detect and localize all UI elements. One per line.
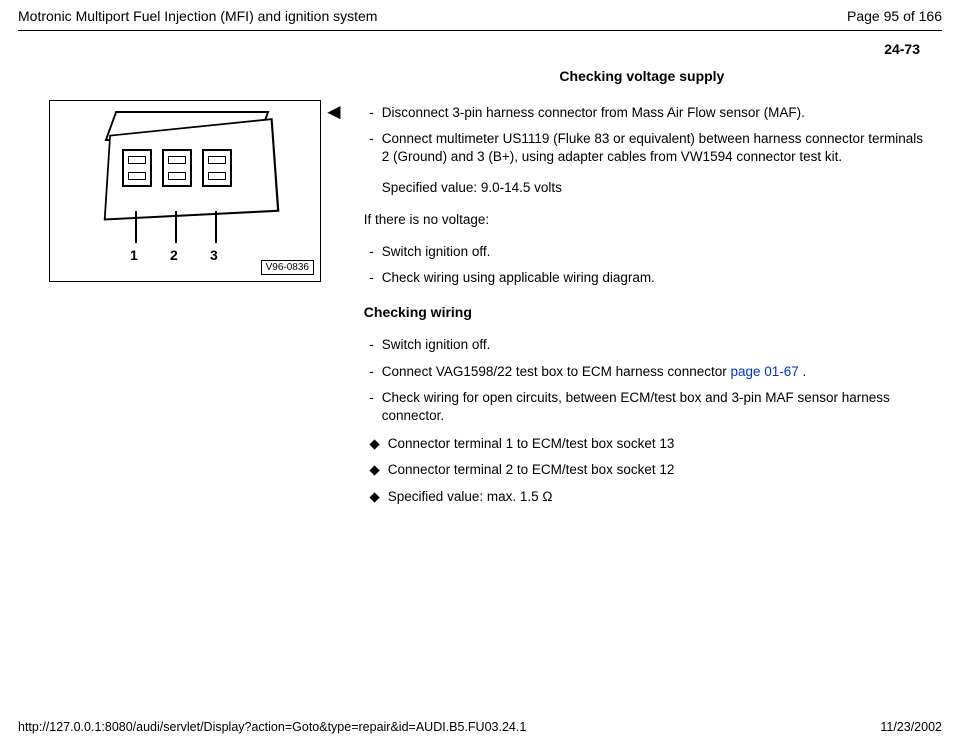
page-link[interactable]: page 01-67 — [730, 364, 798, 379]
dash-bullet: - — [354, 359, 378, 385]
step-text: Check wiring using applicable wiring dia… — [378, 265, 930, 291]
voltage-steps: - Disconnect 3-pin harness connector fro… — [354, 100, 930, 201]
step-text: Disconnect 3-pin harness connector from … — [378, 100, 930, 126]
pin-lead-1 — [135, 211, 137, 243]
page-footer: http://127.0.0.1:8080/audi/servlet/Displ… — [18, 720, 942, 734]
pin-label-1: 1 — [130, 247, 138, 263]
step-text: Switch ignition off. — [378, 332, 930, 358]
no-voltage-label: If there is no voltage: — [364, 211, 930, 229]
no-voltage-steps: - Switch ignition off. - Check wiring us… — [354, 239, 930, 291]
footer-date: 11/23/2002 — [880, 720, 942, 734]
connector-pin-2 — [162, 149, 192, 187]
diamond-bullet-icon: ◆ — [369, 462, 379, 477]
step-prefix: Connect VAG1598/22 test box to ECM harne… — [382, 364, 731, 379]
page-code: 24-73 — [0, 31, 960, 61]
right-column: Checking voltage supply - Disconnect 3-p… — [346, 67, 930, 510]
dash-bullet: - — [354, 265, 378, 291]
bullet-text: Connector terminal 2 to ECM/test box soc… — [384, 457, 930, 483]
dash-bullet: - — [354, 126, 378, 170]
dash-bullet: - — [354, 239, 378, 265]
left-column: 1 2 3 V96-0836 ◄ — [30, 67, 346, 510]
dash-bullet: - — [354, 100, 378, 126]
doc-title: Motronic Multiport Fuel Injection (MFI) … — [18, 8, 377, 24]
pin-label-3: 3 — [210, 247, 218, 263]
dash-bullet: - — [354, 332, 378, 358]
page-number: Page 95 of 166 — [847, 8, 942, 24]
step-text: Check wiring for open circuits, between … — [378, 385, 930, 429]
connector-pin-1 — [122, 149, 152, 187]
diamond-bullet-icon: ◆ — [369, 489, 379, 504]
step-text: Connect multimeter US1119 (Fluke 83 or e… — [378, 126, 930, 170]
footer-url: http://127.0.0.1:8080/audi/servlet/Displ… — [18, 720, 526, 734]
diagram-part-number: V96-0836 — [261, 260, 314, 275]
wiring-steps: - Switch ignition off. - Connect VAG1598… — [354, 332, 930, 429]
connector-pin-3 — [202, 149, 232, 187]
step-suffix: . — [799, 364, 807, 379]
bullet-text: Specified value: max. 1.5 Ω — [384, 484, 930, 510]
pin-label-2: 2 — [170, 247, 178, 263]
section-title-wiring: Checking wiring — [364, 303, 930, 322]
bullet-text: Connector terminal 1 to ECM/test box soc… — [384, 431, 930, 457]
section-title-voltage: Checking voltage supply — [354, 67, 930, 86]
step-with-link: Connect VAG1598/22 test box to ECM harne… — [378, 359, 930, 385]
content-area: 1 2 3 V96-0836 ◄ Checking voltage supply… — [0, 61, 960, 510]
page-header: Motronic Multiport Fuel Injection (MFI) … — [0, 0, 960, 30]
pin-lead-3 — [215, 211, 217, 243]
step-text: Switch ignition off. — [378, 239, 930, 265]
dash-bullet: - — [354, 385, 378, 429]
pointer-arrow-icon: ◄ — [323, 99, 345, 124]
diamond-bullet-icon: ◆ — [369, 436, 379, 451]
connector-diagram: 1 2 3 V96-0836 — [49, 100, 321, 282]
pin-lead-2 — [175, 211, 177, 243]
wiring-bullets: ◆ Connector terminal 1 to ECM/test box s… — [354, 431, 930, 510]
spec-value: Specified value: 9.0-14.5 volts — [378, 171, 930, 201]
